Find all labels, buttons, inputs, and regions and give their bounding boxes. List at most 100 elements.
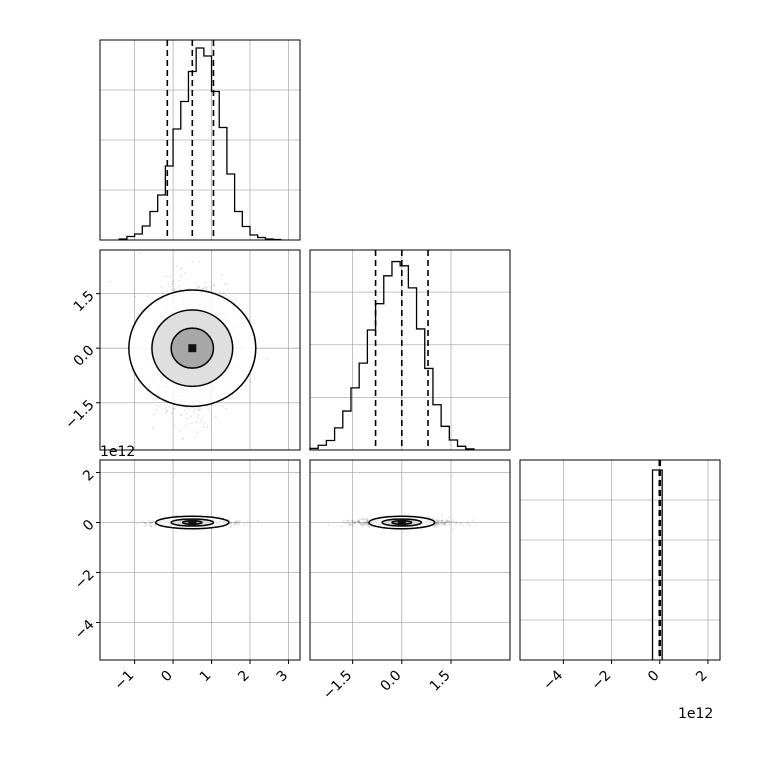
scatter-point	[144, 522, 147, 524]
scatter-point	[213, 283, 216, 286]
scatter-point	[366, 521, 369, 524]
x-tick-label: −2	[588, 668, 614, 694]
scatter-point	[449, 520, 451, 523]
scatter-point	[200, 288, 203, 290]
scatter-point	[228, 519, 230, 521]
scatter-point	[367, 523, 369, 526]
scatter-point	[139, 252, 142, 254]
y-tick-label: −4	[72, 617, 98, 643]
scatter-point	[175, 514, 177, 517]
scatter-point	[365, 522, 367, 525]
scatter-point	[195, 420, 198, 423]
panel-frame	[99, 39, 301, 241]
scatter-point	[444, 522, 446, 525]
scatter-point	[440, 523, 443, 526]
scatter-point	[348, 521, 350, 524]
scatter-point	[191, 260, 194, 263]
scatter-point	[151, 522, 154, 524]
x-tick-label: 1	[197, 668, 215, 686]
density-peak	[188, 344, 197, 353]
scatter-point	[236, 523, 239, 526]
scatter-point	[226, 288, 229, 291]
scatter-point	[185, 424, 187, 427]
scatter-point	[167, 283, 170, 285]
scatter-point	[230, 521, 233, 524]
scatter-point	[444, 521, 447, 523]
scatter-point	[428, 516, 431, 519]
scatter-point	[180, 275, 183, 278]
x-tick-label: 0	[645, 668, 663, 686]
scatter-point	[455, 521, 458, 523]
scatter-point	[148, 524, 151, 527]
scatter-point	[153, 413, 156, 416]
scatter-point	[368, 525, 371, 528]
scatter-point	[130, 520, 133, 523]
scatter-point	[195, 282, 198, 284]
scatter-point	[362, 517, 364, 520]
scatter-point	[196, 416, 199, 419]
hist-step	[309, 260, 475, 450]
scatter-point	[441, 519, 444, 522]
scatter-point	[196, 431, 199, 433]
scatter-point	[173, 407, 176, 410]
scatter-point	[353, 521, 356, 524]
scatter-point	[227, 296, 230, 299]
scatter-point	[363, 521, 366, 524]
scatter-point	[234, 521, 237, 524]
scatter-point	[205, 288, 208, 291]
scatter-point	[363, 521, 365, 523]
scatter-point	[226, 283, 229, 286]
scatter-point	[222, 516, 224, 519]
panel-frame	[309, 249, 511, 451]
x-tick-label: 2	[693, 668, 711, 686]
scatter-point	[193, 411, 196, 413]
scatter-point	[249, 380, 252, 383]
scatter-point	[166, 290, 169, 292]
scatter-point	[434, 525, 436, 528]
scatter-point	[160, 286, 163, 288]
scatter-point	[358, 519, 361, 522]
scatter-point	[178, 280, 181, 282]
y-tick-label: 1.5	[71, 288, 98, 315]
scatter-point	[433, 524, 436, 527]
scatter-point	[357, 521, 360, 524]
scatter-point	[205, 286, 208, 289]
y-tick-label: 2	[80, 467, 98, 485]
scatter-point	[155, 409, 158, 411]
scatter-point	[154, 524, 157, 527]
scatter-point	[361, 525, 363, 528]
x-tick-label: −1	[112, 668, 138, 694]
scatter-point	[346, 520, 349, 523]
scatter-point	[352, 525, 354, 528]
y-tick-label: 0.0	[71, 343, 98, 370]
scatter-point	[182, 438, 185, 440]
scatter-point	[432, 518, 435, 521]
scatter-point	[435, 519, 438, 521]
scatter-point	[199, 408, 202, 411]
scatter-point	[225, 294, 227, 297]
scatter-point	[150, 525, 153, 528]
scatter-point	[358, 519, 360, 521]
scatter-point	[169, 275, 172, 278]
scatter-point	[179, 413, 182, 416]
scatter-point	[197, 260, 200, 263]
scatter-point	[149, 522, 151, 524]
scatter-point	[438, 523, 440, 526]
scatter-point	[165, 410, 168, 413]
scatter-point	[436, 519, 439, 522]
scatter-point	[150, 521, 152, 524]
scatter-point	[354, 521, 356, 524]
scatter-point	[362, 522, 364, 525]
scatter-point	[230, 524, 233, 527]
scatter-point	[141, 520, 144, 523]
scatter-point	[109, 281, 111, 283]
scatter-point	[444, 521, 447, 524]
scatter-point	[355, 521, 358, 523]
scatter-point	[445, 520, 448, 522]
scatter-point	[234, 522, 237, 525]
scatter-point	[134, 295, 137, 298]
scatter-point	[179, 429, 181, 432]
scatter-point	[447, 520, 450, 523]
scatter-point	[448, 516, 451, 519]
